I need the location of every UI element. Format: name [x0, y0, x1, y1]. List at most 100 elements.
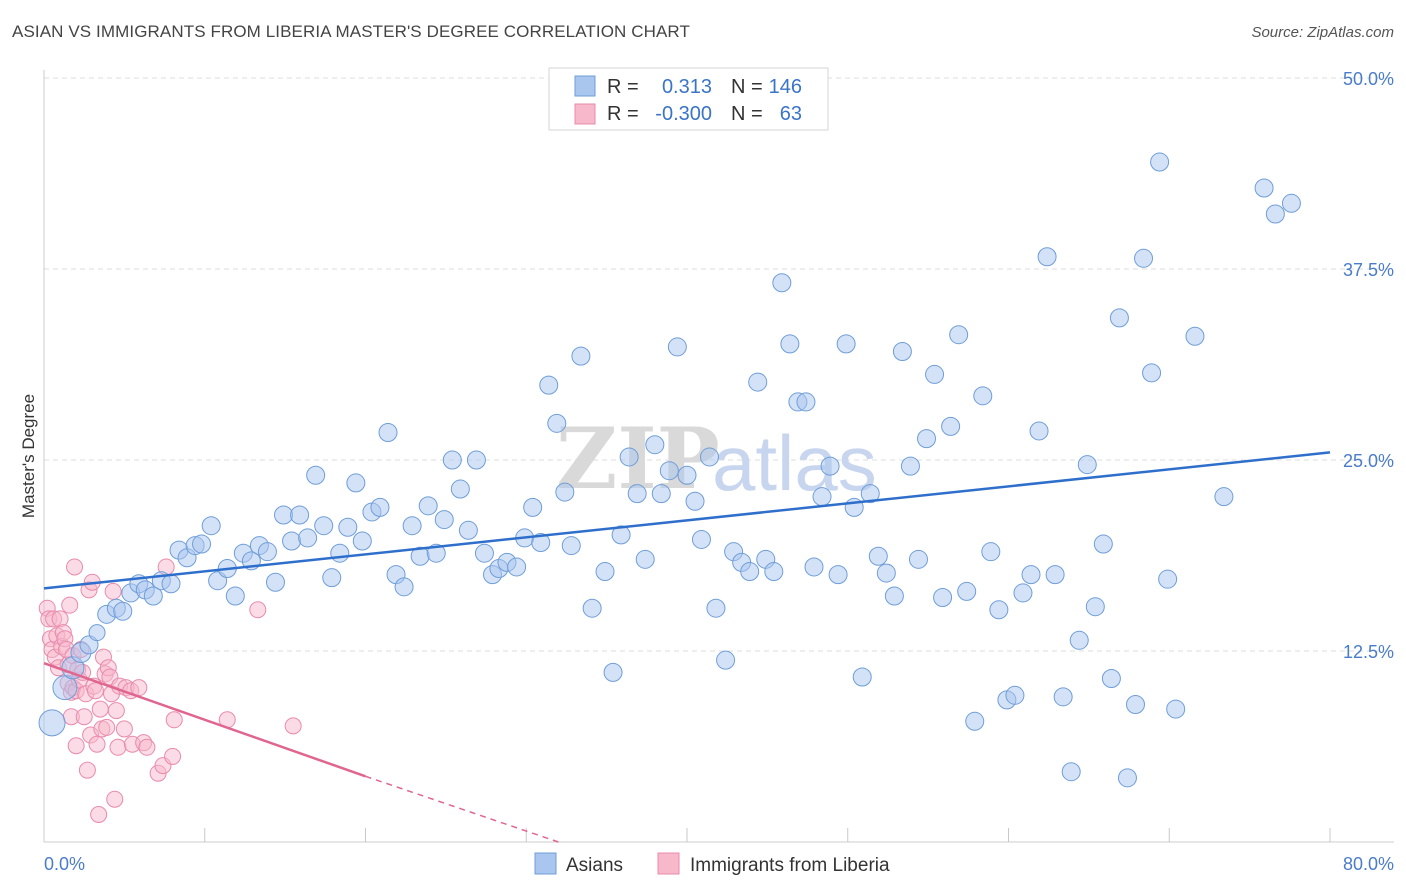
asian-point	[635, 549, 655, 569]
asian-point	[1077, 455, 1097, 475]
asian-point	[426, 543, 446, 563]
asian-point	[627, 484, 647, 504]
legend-r-label-liberia: R =	[607, 103, 639, 125]
asian-point	[539, 375, 559, 395]
asian-point	[651, 484, 671, 504]
liberia-point	[130, 679, 148, 697]
asian-point	[257, 542, 277, 562]
asian-point	[466, 450, 486, 470]
asian-point	[796, 392, 816, 412]
asian-point	[933, 588, 953, 608]
asian-point	[346, 473, 366, 493]
asian-point	[434, 510, 454, 530]
asian-point	[764, 562, 784, 582]
asian-point	[88, 624, 106, 642]
asian-point	[1069, 630, 1089, 650]
asian-point	[555, 482, 575, 502]
grid-lines	[44, 77, 1394, 652]
bottom-legend: Asians Immigrants from Liberia	[534, 852, 890, 876]
asian-point	[143, 586, 163, 606]
asian-point	[619, 447, 639, 467]
liberia-trend-extension	[365, 775, 559, 843]
x-ticks	[204, 828, 1331, 842]
asian-point	[941, 416, 961, 436]
asian-point	[677, 465, 697, 485]
asian-point	[804, 557, 824, 577]
asian-point	[1045, 565, 1065, 585]
asian-point	[706, 598, 726, 618]
asian-point	[1109, 308, 1129, 328]
asian-point	[523, 497, 543, 517]
asian-point	[1029, 421, 1049, 441]
asian-point	[973, 386, 993, 406]
asian-point	[860, 484, 880, 504]
asian-point	[691, 529, 711, 549]
asian-point	[394, 577, 414, 597]
asian-point	[338, 517, 358, 537]
legend-swatch-liberia	[574, 103, 596, 125]
asian-point	[352, 531, 372, 551]
asian-point	[1150, 152, 1170, 172]
liberia-point	[88, 735, 106, 753]
liberia-point	[66, 558, 84, 576]
watermark-atlas: atlas	[712, 419, 877, 507]
liberia-point	[106, 790, 124, 808]
asian-point	[330, 543, 350, 563]
liberia-point	[138, 738, 156, 756]
asian-point	[836, 334, 856, 354]
asian-point	[458, 520, 478, 540]
y-axis-label: Master's Degree	[19, 394, 38, 518]
asian-point	[274, 505, 294, 525]
asian-point	[884, 586, 904, 606]
asian-point	[442, 450, 462, 470]
asian-point	[265, 572, 285, 592]
legend-swatch-asians	[574, 75, 596, 97]
asian-point	[225, 586, 245, 606]
asian-point	[1185, 326, 1205, 346]
liberia-point	[284, 717, 302, 735]
legend-box: R = 0.313 N = 146 R = -0.300 N = 63	[548, 67, 829, 131]
asian-point	[402, 516, 422, 536]
asian-point	[981, 542, 1001, 562]
asian-point	[852, 667, 872, 687]
asian-point	[748, 372, 768, 392]
liberia-point	[249, 601, 267, 619]
liberia-point	[115, 720, 133, 738]
liberia-point	[104, 582, 122, 600]
asian-points	[38, 152, 1301, 788]
y-tick-label: 50.0%	[1343, 69, 1394, 89]
asian-point	[1265, 204, 1285, 224]
asian-point	[645, 435, 665, 455]
asian-point	[1037, 247, 1057, 267]
liberia-point	[86, 682, 104, 700]
asian-point	[322, 568, 342, 588]
asian-point	[740, 562, 760, 582]
asian-point	[1013, 583, 1033, 603]
bottom-swatch-asians	[534, 852, 557, 875]
legend-r-value-asians: 0.313	[662, 76, 712, 98]
asian-point	[1214, 487, 1234, 507]
legend-n-value-liberia: 63	[780, 103, 802, 125]
asian-point	[418, 496, 438, 516]
asian-point	[1021, 565, 1041, 585]
trend-lines	[43, 451, 1331, 843]
liberia-point	[61, 596, 79, 614]
asian-point	[908, 549, 928, 569]
asian-point	[306, 465, 326, 485]
liberia-point	[78, 761, 96, 779]
asian-point	[667, 337, 687, 357]
asian-point	[507, 557, 527, 577]
y-tick-labels: 12.5% 25.0% 37.5% 50.0%	[1343, 69, 1394, 662]
asian-point	[611, 525, 631, 545]
y-tick-label: 37.5%	[1343, 260, 1394, 280]
source-credit: Source: ZipAtlas.com	[1251, 24, 1394, 41]
asian-point	[900, 456, 920, 476]
x-tick-label-min: 0.0%	[44, 854, 85, 874]
asian-point	[917, 429, 937, 449]
asian-point	[1125, 694, 1145, 714]
asian-point	[1117, 768, 1137, 788]
asian-point	[989, 600, 1009, 620]
asian-point	[876, 563, 896, 583]
bottom-legend-liberia: Immigrants from Liberia	[690, 855, 890, 876]
